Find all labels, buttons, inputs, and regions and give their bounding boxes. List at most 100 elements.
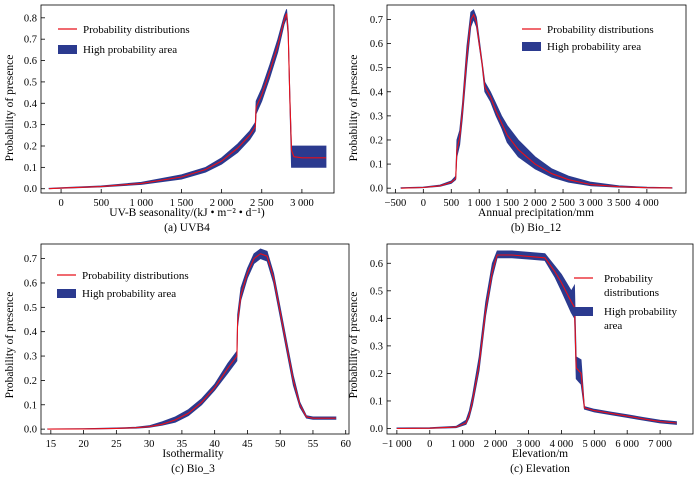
y-tick-label: 0.0: [370, 184, 383, 195]
y-tick-label: 0.7: [24, 254, 37, 265]
plot-frame: [40, 4, 335, 194]
y-tick-label: 0.2: [24, 142, 37, 153]
y-tick-label: 0.7: [24, 35, 37, 46]
x-tick-label: 2 500: [551, 198, 575, 209]
y-axis-title: Probability of presence: [348, 55, 360, 162]
probability-line: [396, 254, 677, 430]
y-tick-label: 0.6: [370, 259, 383, 270]
y-axis-title: Probability of presence: [4, 292, 16, 399]
panel-caption: (b) Bio_12: [511, 222, 561, 234]
y-tick-label: 0.5: [24, 303, 37, 314]
y-tick-label: 0.5: [370, 63, 383, 74]
x-axis-title: Elevation/m: [512, 448, 568, 460]
x-tick-label: −500: [385, 198, 407, 209]
x-axis-title: Isothermality: [162, 448, 224, 460]
x-tick-label: 1 000: [130, 198, 154, 209]
legend-band-label: High probability area: [83, 44, 177, 56]
plot-area: [400, 9, 673, 189]
x-tick-label: 1 500: [495, 198, 519, 209]
legend-band-swatch: [57, 289, 76, 298]
y-tick-label: 0.3: [24, 352, 37, 363]
x-tick-label: 3 000: [579, 198, 603, 209]
plot-area: [396, 250, 677, 430]
y-tick-label: 0.5: [24, 77, 37, 88]
y-tick-label: 0.8: [24, 13, 37, 24]
y-axis-title: Probability of presence: [348, 292, 360, 399]
panel-caption: (a) UVB4: [164, 222, 210, 234]
panel-bio12: Probability of presence 0.00.10.20.30.40…: [348, 4, 687, 234]
y-tick-label: 0.3: [24, 120, 37, 131]
x-ticks: −500 0 500 1 000 1 500 2 000 2 500 3 000 3 500 4 …: [385, 189, 659, 209]
x-tick-label: 500: [93, 198, 109, 209]
x-tick-label: 2 000: [210, 198, 234, 209]
x-tick-label: 500: [443, 198, 459, 209]
x-tick-label: 4 000: [635, 198, 659, 209]
y-tick-label: 0.1: [24, 163, 37, 174]
y-tick-label: 0.6: [370, 39, 383, 50]
panel-bio3: Probability of presence 0.0 0.1 0.2 0.3 0.4 0…: [4, 243, 351, 475]
plot-frame: [386, 243, 694, 435]
x-tick-label: 0: [421, 198, 426, 209]
probability-line: [47, 253, 336, 430]
plot-frame: [386, 4, 687, 194]
x-tick-label: 30: [144, 439, 155, 450]
panel-caption: (c) Bio_3: [171, 463, 215, 475]
legend-band-label: High probability area: [82, 288, 176, 300]
x-ticks: −1 000 0 1 000 2 000 3 000 4 000 5 000 6 000 7 0…: [382, 430, 672, 450]
legend-line-label: Probability distributions: [82, 270, 189, 282]
x-tick-label: 2 000: [484, 439, 508, 450]
x-ticks: 0 500 1 000 1 500 2 000 2 500 3 000: [58, 189, 314, 209]
legend-band-swatch: [58, 45, 77, 54]
high-probability-band: [47, 248, 337, 430]
legend-line-label: Probability distributions: [604, 273, 659, 299]
x-tick-label: 25: [111, 439, 122, 450]
x-tick-label: 3 000: [290, 198, 314, 209]
y-tick-label: 0.4: [370, 87, 384, 98]
y-ticks: 0.0 0.1 0.2 0.3 0.4 0.5 0.6 0.7: [24, 254, 45, 436]
y-tick-label: 0.1: [24, 400, 37, 411]
high-probability-band: [396, 250, 677, 429]
x-tick-label: 55: [308, 439, 319, 450]
x-tick-label: 15: [46, 439, 57, 450]
x-tick-label: 1 500: [170, 198, 194, 209]
legend-band-swatch: [574, 307, 593, 316]
plot-frame: [40, 243, 350, 435]
panel-caption: (c) Elevation: [510, 463, 570, 475]
y-tick-label: 0.0: [24, 184, 37, 195]
legend-band-label-1: High probability: [604, 306, 678, 318]
probability-line: [48, 13, 326, 190]
x-tick-label: 3 000: [517, 439, 541, 450]
panel-elevation: Probability of presence 0.00.10.20.30.40…: [348, 243, 694, 475]
x-tick-label: 2 000: [523, 198, 547, 209]
y-ticks: 0.0 0.1 0.2 0.3 0.4 0.5 0.6 0.7 0.8: [24, 13, 45, 195]
x-tick-label: 7 000: [648, 439, 672, 450]
x-tick-label: 6 000: [615, 439, 639, 450]
y-tick-label: 0.2: [370, 135, 383, 146]
high-probability-band: [48, 9, 327, 190]
high-probability-band: [400, 9, 673, 189]
x-tick-label: 1 000: [467, 198, 491, 209]
x-tick-label: 0: [427, 439, 432, 450]
legend-line-label: Probability distributions: [83, 24, 190, 36]
y-tick-label: 0.3: [370, 341, 383, 352]
legend-line-label-1: Probability: [604, 273, 653, 285]
legend: Probability distributions High probabili…: [57, 270, 189, 300]
y-tick-label: 0.2: [370, 369, 383, 380]
x-tick-label: 20: [78, 439, 89, 450]
y-tick-label: 0.4: [370, 314, 384, 325]
y-tick-label: 0.1: [370, 396, 383, 407]
y-axis-title: Probability of presence: [4, 55, 16, 162]
x-tick-label: 60: [340, 439, 351, 450]
x-tick-label: 0: [58, 198, 63, 209]
x-tick-label: 2 500: [250, 198, 274, 209]
y-tick-label: 0.7: [370, 15, 383, 26]
y-tick-label: 0.0: [24, 425, 37, 436]
y-tick-label: 0.5: [370, 286, 383, 297]
plot-area: [47, 248, 337, 430]
x-axis-title: Annual precipitation/mm: [478, 207, 594, 219]
y-tick-label: 0.4: [24, 327, 38, 338]
y-tick-label: 0.3: [370, 111, 383, 122]
y-ticks: 0.0 0.1 0.2 0.3 0.4 0.5 0.6 0.7: [370, 15, 391, 195]
y-tick-label: 0.2: [24, 376, 37, 387]
